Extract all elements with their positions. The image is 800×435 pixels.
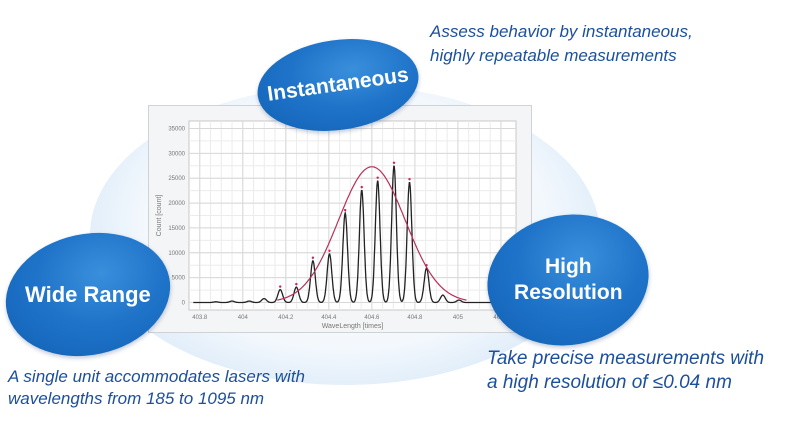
- x-tick-label: 404.6: [364, 315, 380, 321]
- peak-marker: [311, 256, 315, 259]
- y-tick-label: 15000: [168, 226, 185, 232]
- spectrum-chart: 403.8404404.2404.4404.6404.8405405.20500…: [156, 120, 517, 330]
- y-tick-label: 20000: [168, 201, 185, 207]
- gaussian-fit-curve: [277, 166, 467, 301]
- x-tick-label: 404.2: [278, 315, 294, 321]
- peak-marker: [392, 161, 396, 164]
- peak-marker: [328, 249, 331, 252]
- peak-marker: [295, 282, 298, 286]
- x-tick-label: 403.8: [192, 315, 208, 321]
- peak-marker: [343, 208, 347, 212]
- peak-marker: [279, 285, 282, 288]
- y-axis-label: Count [count]: [156, 195, 163, 237]
- caption-line: Take precise measurements with: [487, 348, 765, 369]
- x-tick-label: 405: [453, 315, 464, 321]
- spectrum-line: [193, 165, 510, 304]
- high-resolution-caption: Take precise measurements with a high re…: [487, 347, 764, 395]
- y-tick-label: 30000: [168, 151, 185, 157]
- instantaneous-caption: Assess behavior by instantaneous, highly…: [430, 20, 693, 68]
- caption-line: A single unit accommodates lasers with: [8, 367, 306, 386]
- high-resolution-label-1: High: [544, 254, 592, 278]
- x-tick-label: 404: [238, 315, 249, 321]
- x-tick-label: 404.8: [407, 315, 423, 321]
- y-tick-label: 10000: [168, 251, 185, 257]
- peak-marker: [376, 176, 379, 179]
- chart-panel: 403.8404404.2404.4404.6404.8405405.20500…: [148, 105, 532, 333]
- caption-line: Assess behavior by instantaneous,: [430, 22, 693, 41]
- caption-line: highly repeatable measurements: [430, 46, 677, 65]
- y-tick-label: 5000: [172, 276, 186, 282]
- wide-range-caption: A single unit accommodates lasers with w…: [8, 366, 305, 410]
- caption-line: wavelengths from 185 to 1095 nm: [8, 389, 265, 408]
- caption-line: a high resolution of ≤0.04 nm: [487, 372, 732, 393]
- peak-marker: [408, 177, 411, 181]
- wide-range-label: Wide Range: [25, 281, 151, 307]
- y-tick-label: 25000: [168, 176, 185, 182]
- x-axis-label: WaveLength [times]: [322, 323, 384, 330]
- peak-marker: [360, 185, 363, 189]
- instantaneous-label: Instantaneous: [265, 63, 410, 106]
- y-tick-label: 0: [182, 301, 186, 307]
- y-tick-label: 35000: [168, 126, 185, 132]
- high-resolution-label-2: Resolution: [513, 281, 623, 304]
- x-tick-label: 404.4: [321, 315, 337, 321]
